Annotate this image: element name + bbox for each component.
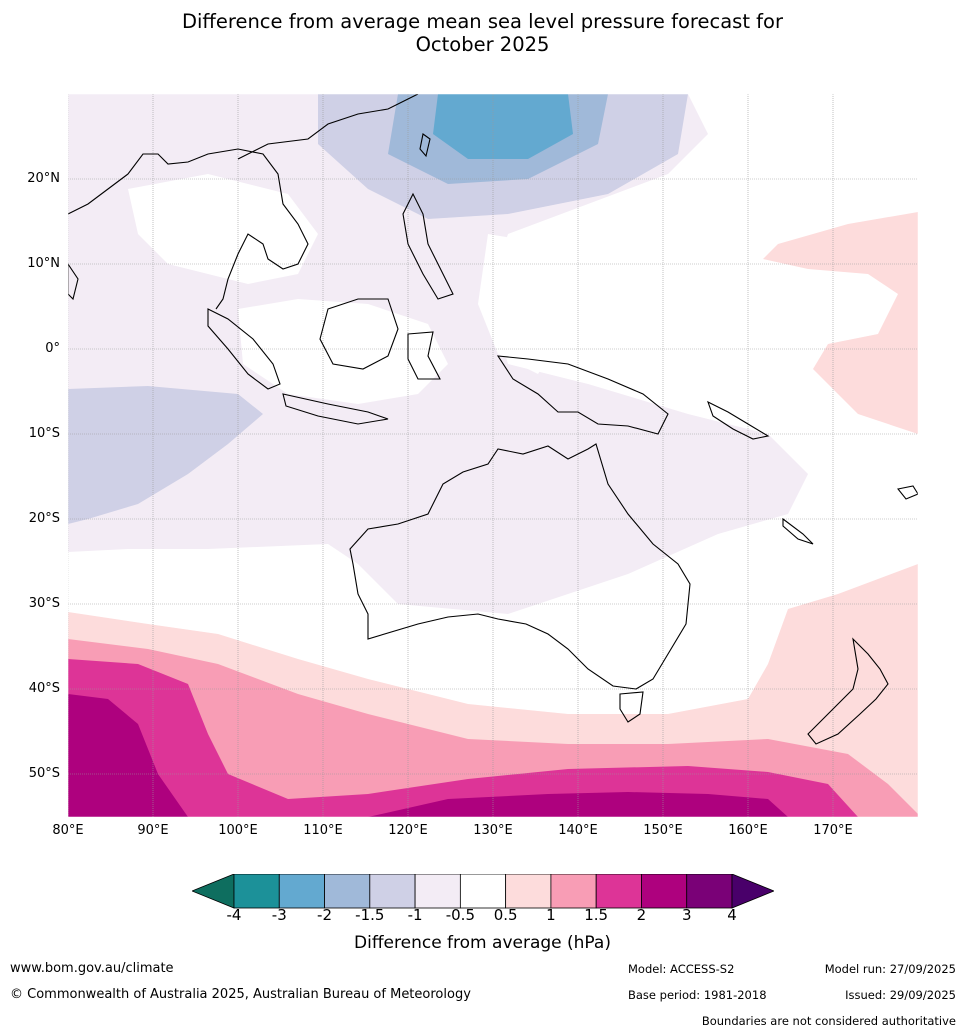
lat-label-50s: 50°S xyxy=(28,766,60,781)
lon-label-100e: 100°E xyxy=(218,823,258,838)
lat-label-20s: 20°S xyxy=(28,511,60,526)
taiwan-coast xyxy=(419,133,431,158)
lon-label-80e: 80°E xyxy=(52,823,84,838)
lat-label-10n: 10°N xyxy=(27,256,60,271)
colorbar-swatch xyxy=(641,873,688,909)
colorbar-tick-label: 4 xyxy=(727,906,737,924)
issued-text: Issued: 29/09/2025 xyxy=(845,988,956,1002)
contour-zero-hole-3 xyxy=(478,234,568,374)
copyright-text: © Commonwealth of Australia 2025, Austra… xyxy=(10,987,471,1002)
colorbar-swatch xyxy=(414,873,461,909)
colorbar-tick-label: -3 xyxy=(271,906,287,924)
colorbar-tick-label: -4 xyxy=(226,906,242,924)
lon-label-110e: 110°E xyxy=(303,823,343,838)
contour-pos-ne xyxy=(763,212,918,434)
model-run-text: Model run: 27/09/2025 xyxy=(824,962,956,976)
colorbar-tick-label: 0.5 xyxy=(493,906,518,924)
model-text: Model: ACCESS-S2 xyxy=(628,962,735,976)
contour-west-low xyxy=(68,386,263,524)
lat-label-10s: 10°S xyxy=(28,426,60,441)
lat-label-30s: 30°S xyxy=(28,596,60,611)
colorbar-tick-label: -0.5 xyxy=(445,906,475,924)
colorbar-swatch xyxy=(324,873,371,909)
colorbar-swatch xyxy=(686,873,733,909)
lon-label-90e: 90°E xyxy=(137,823,169,838)
colorbar-tick-label: 2 xyxy=(636,906,647,924)
lat-label-0: 0° xyxy=(45,341,60,356)
borneo-coast xyxy=(319,298,399,370)
contour-zero-hole-1 xyxy=(128,174,318,284)
colorbar-tick-label: 1.5 xyxy=(584,906,609,924)
lat-label-20n: 20°N xyxy=(27,171,60,186)
lon-label-140e: 140°E xyxy=(558,823,598,838)
colorbar-swatch xyxy=(595,873,642,909)
colorbar-swatch xyxy=(550,873,597,909)
disclaimer-text: Boundaries are not considered authoritat… xyxy=(701,1014,956,1028)
base-period-text: Base period: 1981-2018 xyxy=(628,988,767,1002)
colorbar-extend-low xyxy=(190,873,235,909)
philippines-coast xyxy=(402,192,454,300)
new-caledonia-coast xyxy=(782,517,814,545)
australia-coast xyxy=(349,443,691,690)
lon-label-160e: 160°E xyxy=(728,823,768,838)
solomon-islands-coast xyxy=(707,400,770,440)
sumatra-coast xyxy=(207,308,281,390)
coastlines xyxy=(68,94,918,745)
java-coast xyxy=(282,393,389,425)
colorbar xyxy=(190,873,776,910)
colorbar-swatch xyxy=(278,873,325,909)
tasmania-coast xyxy=(619,691,644,723)
colorbar-tick-label: -1.5 xyxy=(355,906,385,924)
new-zealand-coast xyxy=(807,637,889,745)
colorbar-extend-high xyxy=(731,873,776,909)
asia-coast xyxy=(68,94,419,310)
lon-label-170e: 170°E xyxy=(813,823,853,838)
sulawesi-coast xyxy=(407,331,441,380)
map-svg xyxy=(68,94,918,817)
title-line-1: Difference from average mean sea level p… xyxy=(182,10,783,33)
colorbar-tick-label: 3 xyxy=(681,906,692,924)
lon-label-120e: 120°E xyxy=(388,823,428,838)
sri-lanka-coast xyxy=(68,263,79,301)
map-panel xyxy=(68,94,918,817)
title-line-2: October 2025 xyxy=(415,33,550,56)
colorbar-swatch xyxy=(505,873,552,909)
colorbar-tick-label: -2 xyxy=(317,906,333,924)
colorbar-tick-label: -1 xyxy=(407,906,423,924)
lat-label-40s: 40°S xyxy=(28,681,60,696)
colorbar-tick-label: 1 xyxy=(546,906,556,924)
colorbar-label: Difference from average (hPa) xyxy=(354,933,611,953)
colorbar-swatch xyxy=(369,873,416,909)
contour-zero-hole-2 xyxy=(238,299,448,404)
contour-neg-two xyxy=(433,94,573,159)
graticule xyxy=(68,94,918,817)
chart-title: Difference from average mean sea level p… xyxy=(0,10,965,56)
fiji-coast xyxy=(897,485,918,500)
contour-pos-onehalf xyxy=(68,659,858,817)
colorbar-swatch xyxy=(233,873,280,909)
colorbar-swatch xyxy=(459,873,507,909)
website-link[interactable]: www.bom.gov.au/climate xyxy=(10,961,174,976)
lon-label-150e: 150°E xyxy=(643,823,683,838)
lon-label-130e: 130°E xyxy=(473,823,513,838)
new-guinea-coast xyxy=(496,355,669,435)
colorbar-svg xyxy=(190,873,776,909)
contour-pos-two xyxy=(68,694,188,817)
